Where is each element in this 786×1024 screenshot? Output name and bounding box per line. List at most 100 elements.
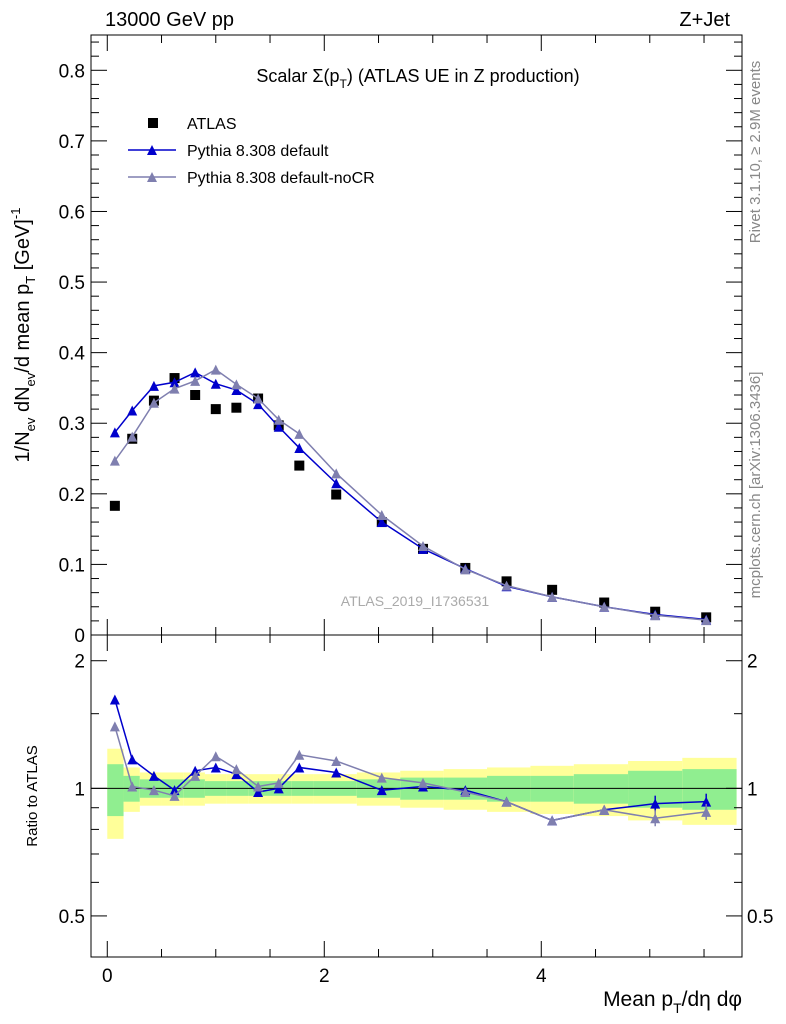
ratio-default-point bbox=[253, 787, 264, 798]
y-tick-label: 0 bbox=[74, 626, 85, 647]
ratio-default-point bbox=[148, 770, 159, 781]
y-tick-label: 0.8 bbox=[59, 61, 85, 82]
nocr-point bbox=[210, 364, 221, 375]
ratio-band-inner bbox=[573, 774, 629, 804]
ratio-default-point bbox=[231, 769, 242, 780]
default-point bbox=[331, 478, 342, 489]
atlas-point bbox=[547, 584, 558, 595]
title-scalar-text: Scalar Σ(p bbox=[256, 66, 339, 86]
nocr-point bbox=[169, 383, 180, 394]
x-axis-title: Mean pT/dη dφ bbox=[603, 988, 742, 1016]
energy-label: 13000 GeV pp bbox=[105, 9, 234, 31]
y-tick-label: 0.4 bbox=[59, 344, 86, 365]
rivet-version-label: Rivet 3.1.10, ≥ 2.9M events bbox=[747, 61, 764, 244]
analysis-watermark: ATLAS_2019_I1736531 bbox=[341, 593, 490, 609]
default-point bbox=[294, 442, 305, 453]
ratio-default-point bbox=[210, 762, 221, 773]
ratio-nocr-point bbox=[190, 770, 201, 781]
ratio-nocr-point bbox=[501, 796, 512, 807]
ratio-tick-label: 0.5 bbox=[59, 907, 85, 928]
y-tick-label: 0.5 bbox=[59, 273, 85, 294]
ratio-default-point bbox=[376, 785, 387, 796]
ratio-nocr-point bbox=[127, 781, 138, 792]
default-point bbox=[231, 385, 242, 396]
ratio-nocr-point bbox=[109, 721, 120, 732]
process-label: Z+Jet bbox=[679, 9, 730, 31]
atlas-point bbox=[231, 402, 242, 413]
ratio-nocr-point bbox=[294, 749, 305, 760]
ratio-nocr-point bbox=[148, 785, 159, 796]
nocr-point bbox=[650, 610, 661, 621]
atlas-point bbox=[210, 404, 221, 415]
nocr-point bbox=[273, 414, 284, 425]
ratio-band-inner bbox=[107, 764, 124, 817]
ratio-nocr-point bbox=[418, 777, 429, 788]
nocr-point bbox=[148, 397, 159, 408]
x-tick-label: 2 bbox=[319, 966, 330, 987]
plot-title: Scalar Σ(pT) (ATLAS UE in Z production) bbox=[256, 66, 579, 91]
default-point bbox=[190, 367, 201, 378]
nocr-point bbox=[501, 580, 512, 591]
ratio-default-point bbox=[109, 694, 120, 705]
nocr-point bbox=[253, 393, 264, 404]
ratio-default-point bbox=[273, 783, 284, 794]
atlas-point bbox=[331, 489, 342, 500]
default-point bbox=[210, 378, 221, 389]
y-tick-label: 0.3 bbox=[59, 414, 85, 435]
ratio-uncertainty-bands bbox=[107, 748, 737, 839]
default-point bbox=[148, 380, 159, 391]
nocr-point bbox=[547, 591, 558, 602]
mcplots-reference-label: mcplots.cern.ch [arXiv:1306.3436] bbox=[747, 372, 764, 599]
ratio-nocr-point bbox=[169, 790, 180, 801]
legend-label-default: Pythia 8.308 default bbox=[187, 143, 329, 160]
nocr-point bbox=[294, 428, 305, 439]
legend-marker-atlas bbox=[148, 118, 158, 128]
nocr-point bbox=[376, 510, 387, 520]
x-tick-label: 4 bbox=[536, 966, 547, 987]
default-point bbox=[253, 399, 264, 410]
y-tick-label: 0.6 bbox=[59, 202, 85, 223]
title-subscript: T bbox=[340, 77, 348, 91]
ratio-default-point bbox=[701, 796, 712, 807]
ratio-default-point bbox=[294, 762, 305, 773]
ratio-default-point bbox=[650, 798, 661, 809]
ratio-nocr-point bbox=[599, 804, 610, 815]
legend-label-atlas: ATLAS bbox=[187, 116, 237, 133]
y-axis-title-ratio: Ratio to ATLAS bbox=[24, 745, 41, 846]
ratio-nocr-point bbox=[231, 764, 242, 775]
y-tick-label: 0.7 bbox=[59, 132, 85, 153]
ratio-nocr-point bbox=[331, 756, 342, 767]
default-line bbox=[114, 371, 707, 621]
ratio-nocr-point bbox=[376, 772, 387, 783]
atlas-point bbox=[190, 390, 201, 400]
ratio-tick-label: 1 bbox=[74, 779, 85, 800]
data-series bbox=[109, 364, 712, 827]
ratio-nocr-point bbox=[650, 813, 661, 824]
ratio-default-point bbox=[331, 767, 342, 778]
y-tick-label: 0.1 bbox=[59, 555, 85, 576]
axis-ticks: 0 0.1 0.2 0.3 0.4 0.5 0.6 0.7 0.8 0 2 4 0.5 0.5 1 1 2 2 bbox=[59, 35, 773, 987]
default-point bbox=[169, 377, 180, 388]
nocr-point bbox=[701, 615, 712, 626]
y-axis-title-main: 1/Nev dNev/d mean pT [GeV]-1 bbox=[8, 208, 38, 463]
default-point bbox=[376, 517, 387, 528]
ratio-nocr-point bbox=[701, 806, 712, 817]
ratio-nocr-point bbox=[210, 751, 221, 762]
nocr-point bbox=[331, 468, 342, 479]
nocr-point bbox=[231, 379, 242, 390]
atlas-point bbox=[294, 460, 305, 471]
default-point bbox=[127, 405, 138, 416]
nocr-point bbox=[599, 601, 610, 612]
ratio-tick-label-right: 0.5 bbox=[747, 907, 773, 928]
ratio-nocr-point bbox=[253, 781, 264, 792]
ratio-nocr-point bbox=[273, 777, 284, 788]
ratio-tick-label: 2 bbox=[74, 652, 85, 673]
ratio-default-point bbox=[127, 754, 138, 765]
legend-label-nocr: Pythia 8.308 default-noCR bbox=[187, 170, 375, 187]
ratio-plot-frame bbox=[90, 634, 743, 958]
title-tail-text: ) (ATLAS UE in Z production) bbox=[347, 66, 580, 86]
default-point bbox=[273, 421, 284, 432]
nocr-point bbox=[460, 564, 471, 575]
nocr-point bbox=[127, 431, 138, 442]
